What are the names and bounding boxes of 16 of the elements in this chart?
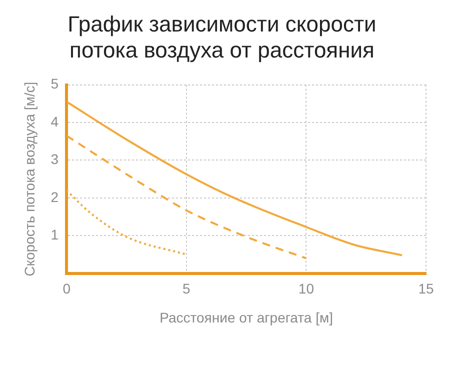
x-tick-label: 10 [298,280,314,297]
y-tick-label: 1 [50,226,59,243]
x-tick-label: 5 [182,280,190,297]
y-axis-title: Скорость потока воздуха [м/с] [21,82,38,276]
line-series [66,189,188,256]
y-tick-label: 3 [50,151,59,168]
text: потока воздуха от расстояния [70,38,374,63]
y-tick-label: 5 [50,76,59,92]
text: График зависимости скорости [68,11,376,36]
line-series [66,100,404,256]
y-tick-label: 2 [50,188,59,205]
x-axis-title: Расстояние от агрегата [м] [160,309,333,326]
x-tick-label: 15 [418,280,434,297]
line-series [66,134,308,260]
x-tick-label: 0 [62,280,71,297]
y-tick-label: 4 [50,113,59,130]
